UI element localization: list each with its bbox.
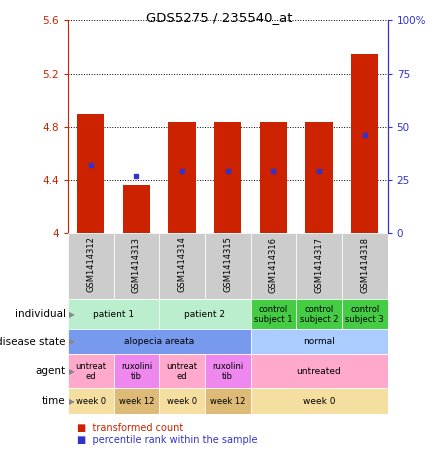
Bar	[342, 299, 388, 329]
Text: control
subject 3: control subject 3	[346, 305, 384, 323]
Text: ■  percentile rank within the sample: ■ percentile rank within the sample	[77, 435, 257, 445]
Text: patient 2: patient 2	[184, 310, 226, 318]
Text: week 0: week 0	[76, 397, 106, 406]
Text: GSM1414316: GSM1414316	[269, 236, 278, 293]
Bar	[159, 233, 205, 299]
Bar	[205, 388, 251, 414]
Bar	[205, 354, 251, 388]
Bar	[251, 299, 296, 329]
Text: control
subject 2: control subject 2	[300, 305, 339, 323]
Bar	[113, 354, 159, 388]
Text: time: time	[42, 396, 66, 406]
Bar	[168, 121, 196, 233]
Text: agent: agent	[35, 366, 66, 376]
Text: ■  transformed count: ■ transformed count	[77, 423, 183, 433]
Text: GSM1414318: GSM1414318	[360, 236, 369, 293]
Text: week 12: week 12	[119, 397, 154, 406]
Bar	[214, 121, 241, 233]
Text: week 12: week 12	[210, 397, 245, 406]
Bar	[251, 388, 388, 414]
Bar	[68, 329, 251, 354]
Bar	[68, 299, 159, 329]
Bar	[123, 185, 150, 233]
Text: control
subject 1: control subject 1	[254, 305, 293, 323]
Text: week 0: week 0	[303, 397, 336, 406]
Bar	[113, 388, 159, 414]
Bar	[296, 299, 342, 329]
Text: normal: normal	[303, 337, 335, 346]
Text: ▶: ▶	[69, 367, 74, 376]
Bar	[296, 233, 342, 299]
Bar	[68, 233, 113, 299]
Text: ▶: ▶	[69, 337, 74, 346]
Bar	[77, 114, 104, 233]
Text: GSM1414315: GSM1414315	[223, 236, 232, 293]
Text: untreated: untreated	[297, 367, 342, 376]
Text: GSM1414314: GSM1414314	[177, 236, 187, 293]
Text: week 0: week 0	[167, 397, 197, 406]
Bar	[251, 329, 388, 354]
Bar	[159, 388, 205, 414]
Text: disease state: disease state	[0, 337, 66, 347]
Text: GDS5275 / 235540_at: GDS5275 / 235540_at	[146, 11, 292, 24]
Bar	[68, 388, 113, 414]
Bar	[113, 233, 159, 299]
Text: ▶: ▶	[69, 397, 74, 406]
Bar	[159, 299, 251, 329]
Bar	[251, 354, 388, 388]
Bar	[159, 354, 205, 388]
Text: untreat
ed: untreat ed	[166, 362, 198, 381]
Text: GSM1414312: GSM1414312	[86, 236, 95, 293]
Text: patient 1: patient 1	[93, 310, 134, 318]
Text: ruxolini
tib: ruxolini tib	[121, 362, 152, 381]
Bar	[342, 233, 388, 299]
Text: GSM1414317: GSM1414317	[314, 236, 324, 293]
Text: ruxolini
tib: ruxolini tib	[212, 362, 244, 381]
Text: ▶: ▶	[69, 310, 74, 318]
Text: individual: individual	[15, 309, 66, 319]
Bar	[205, 233, 251, 299]
Text: untreat
ed: untreat ed	[75, 362, 106, 381]
Text: GSM1414313: GSM1414313	[132, 236, 141, 293]
Bar	[260, 121, 287, 233]
Text: alopecia areata: alopecia areata	[124, 337, 194, 346]
Bar	[305, 121, 333, 233]
Bar	[251, 233, 296, 299]
Bar	[68, 354, 113, 388]
Bar	[351, 53, 378, 233]
